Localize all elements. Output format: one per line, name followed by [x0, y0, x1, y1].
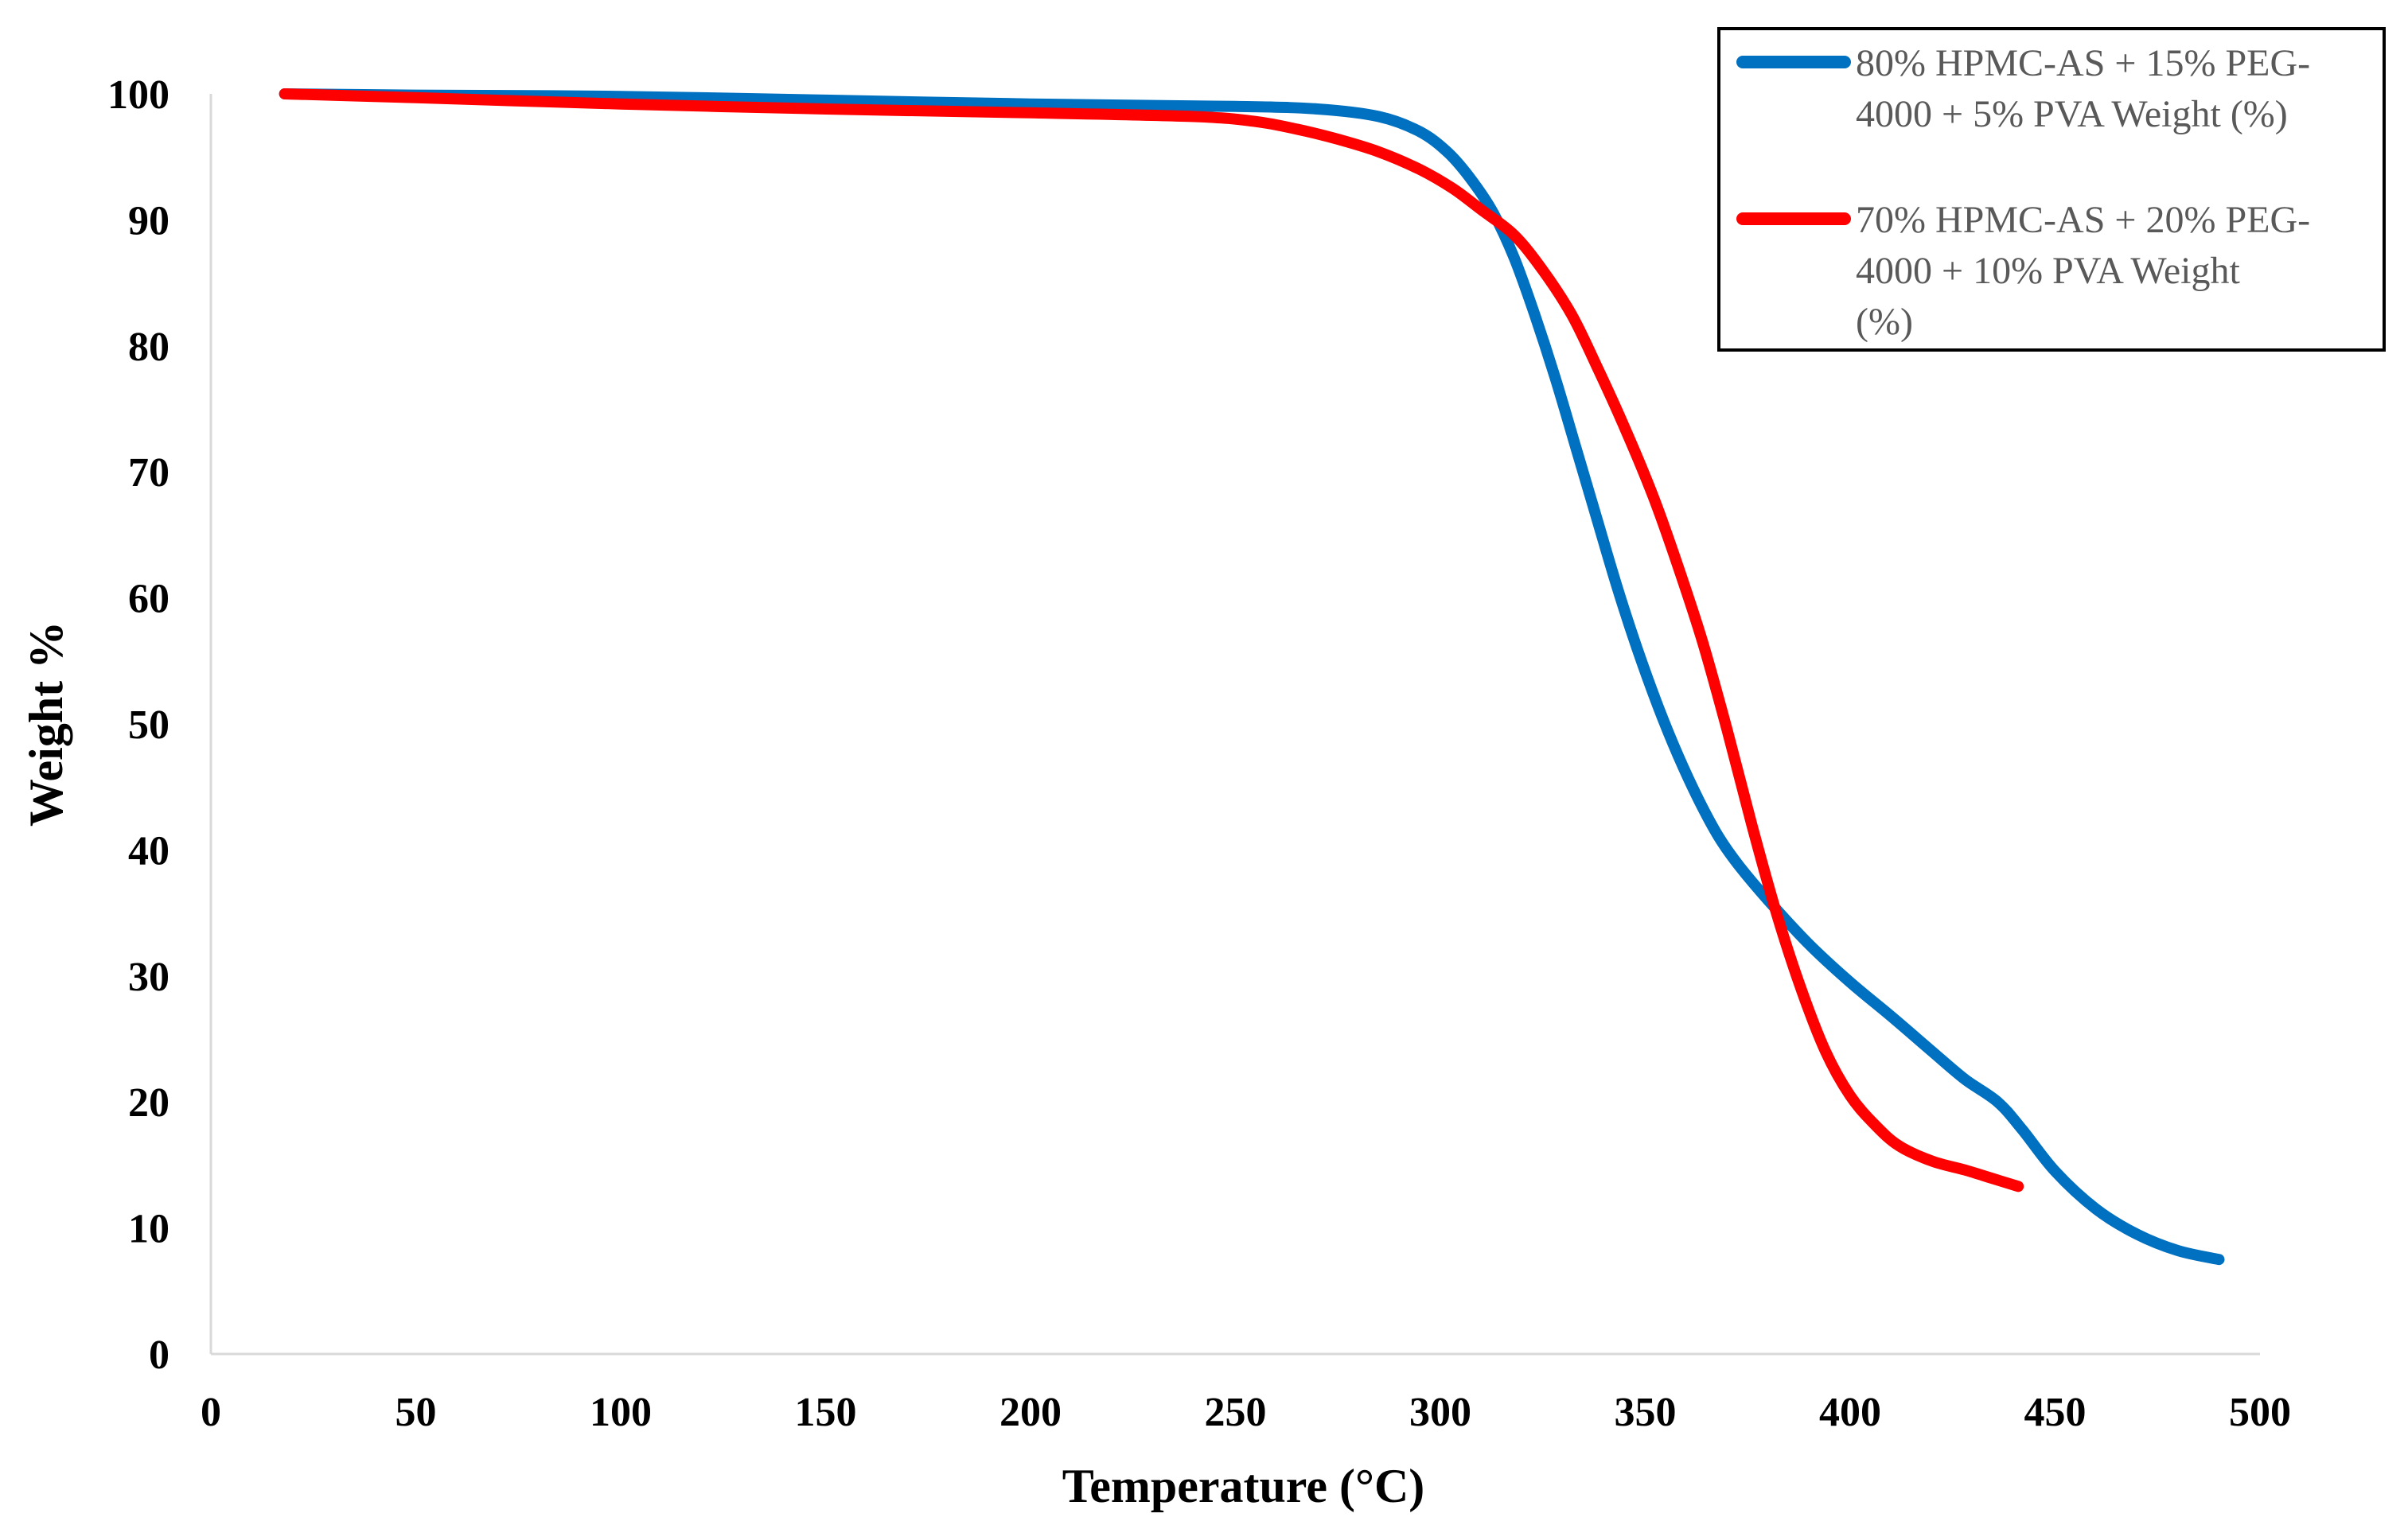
legend-label-2-line-2: 4000 + 10% PVA Weight [1856, 250, 2240, 292]
series-line-1 [279, 88, 2225, 1266]
y-tick-label-70: 70 [128, 450, 169, 496]
y-tick-label-20: 20 [128, 1080, 169, 1126]
series-layer [279, 88, 2225, 1266]
x-tick-label-350: 350 [1615, 1390, 1677, 1435]
x-tick-label-400: 400 [1819, 1390, 1881, 1435]
x-axis-tick-labels: 0 50 100 150 200 250 300 350 400 450 500 [201, 1390, 2291, 1435]
y-axis-tick-labels: 0 10 20 30 40 50 60 70 80 90 100 [107, 72, 169, 1378]
legend-label-1-line-2: 4000 + 5% PVA Weight (%) [1856, 93, 2288, 135]
y-tick-label-40: 40 [128, 828, 169, 873]
x-axis-title: Temperature (°C) [1062, 1460, 1425, 1512]
x-tick-label-200: 200 [999, 1390, 1062, 1435]
y-tick-label-60: 60 [128, 577, 169, 622]
x-tick-label-250: 250 [1205, 1390, 1267, 1435]
x-tick-label-450: 450 [2024, 1390, 2087, 1435]
y-tick-label-30: 30 [128, 955, 169, 1000]
y-tick-label-100: 100 [107, 72, 169, 118]
y-tick-label-10: 10 [128, 1207, 169, 1252]
legend-label-1-line-1: 80% HPMC-AS + 15% PEG- [1856, 42, 2310, 84]
legend-label-2-line-3: (%) [1856, 301, 1913, 343]
x-tick-label-0: 0 [201, 1390, 221, 1435]
x-tick-label-300: 300 [1409, 1390, 1471, 1435]
y-tick-label-80: 80 [128, 325, 169, 370]
legend: 80% HPMC-AS + 15% PEG- 4000 + 5% PVA Weig… [1717, 27, 2386, 352]
legend-box [1717, 27, 2386, 352]
y-tick-label-90: 90 [128, 198, 169, 243]
series-line-2 [279, 88, 2024, 1192]
x-tick-label-150: 150 [795, 1390, 857, 1435]
x-tick-label-500: 500 [2229, 1390, 2291, 1435]
x-tick-label-100: 100 [590, 1390, 652, 1435]
y-tick-label-50: 50 [128, 702, 169, 748]
y-tick-label-0: 0 [149, 1333, 169, 1378]
legend-label-2-line-1: 70% HPMC-AS + 20% PEG- [1856, 199, 2310, 241]
x-tick-label-50: 50 [395, 1390, 437, 1435]
y-axis-title: Weight % [20, 621, 72, 827]
